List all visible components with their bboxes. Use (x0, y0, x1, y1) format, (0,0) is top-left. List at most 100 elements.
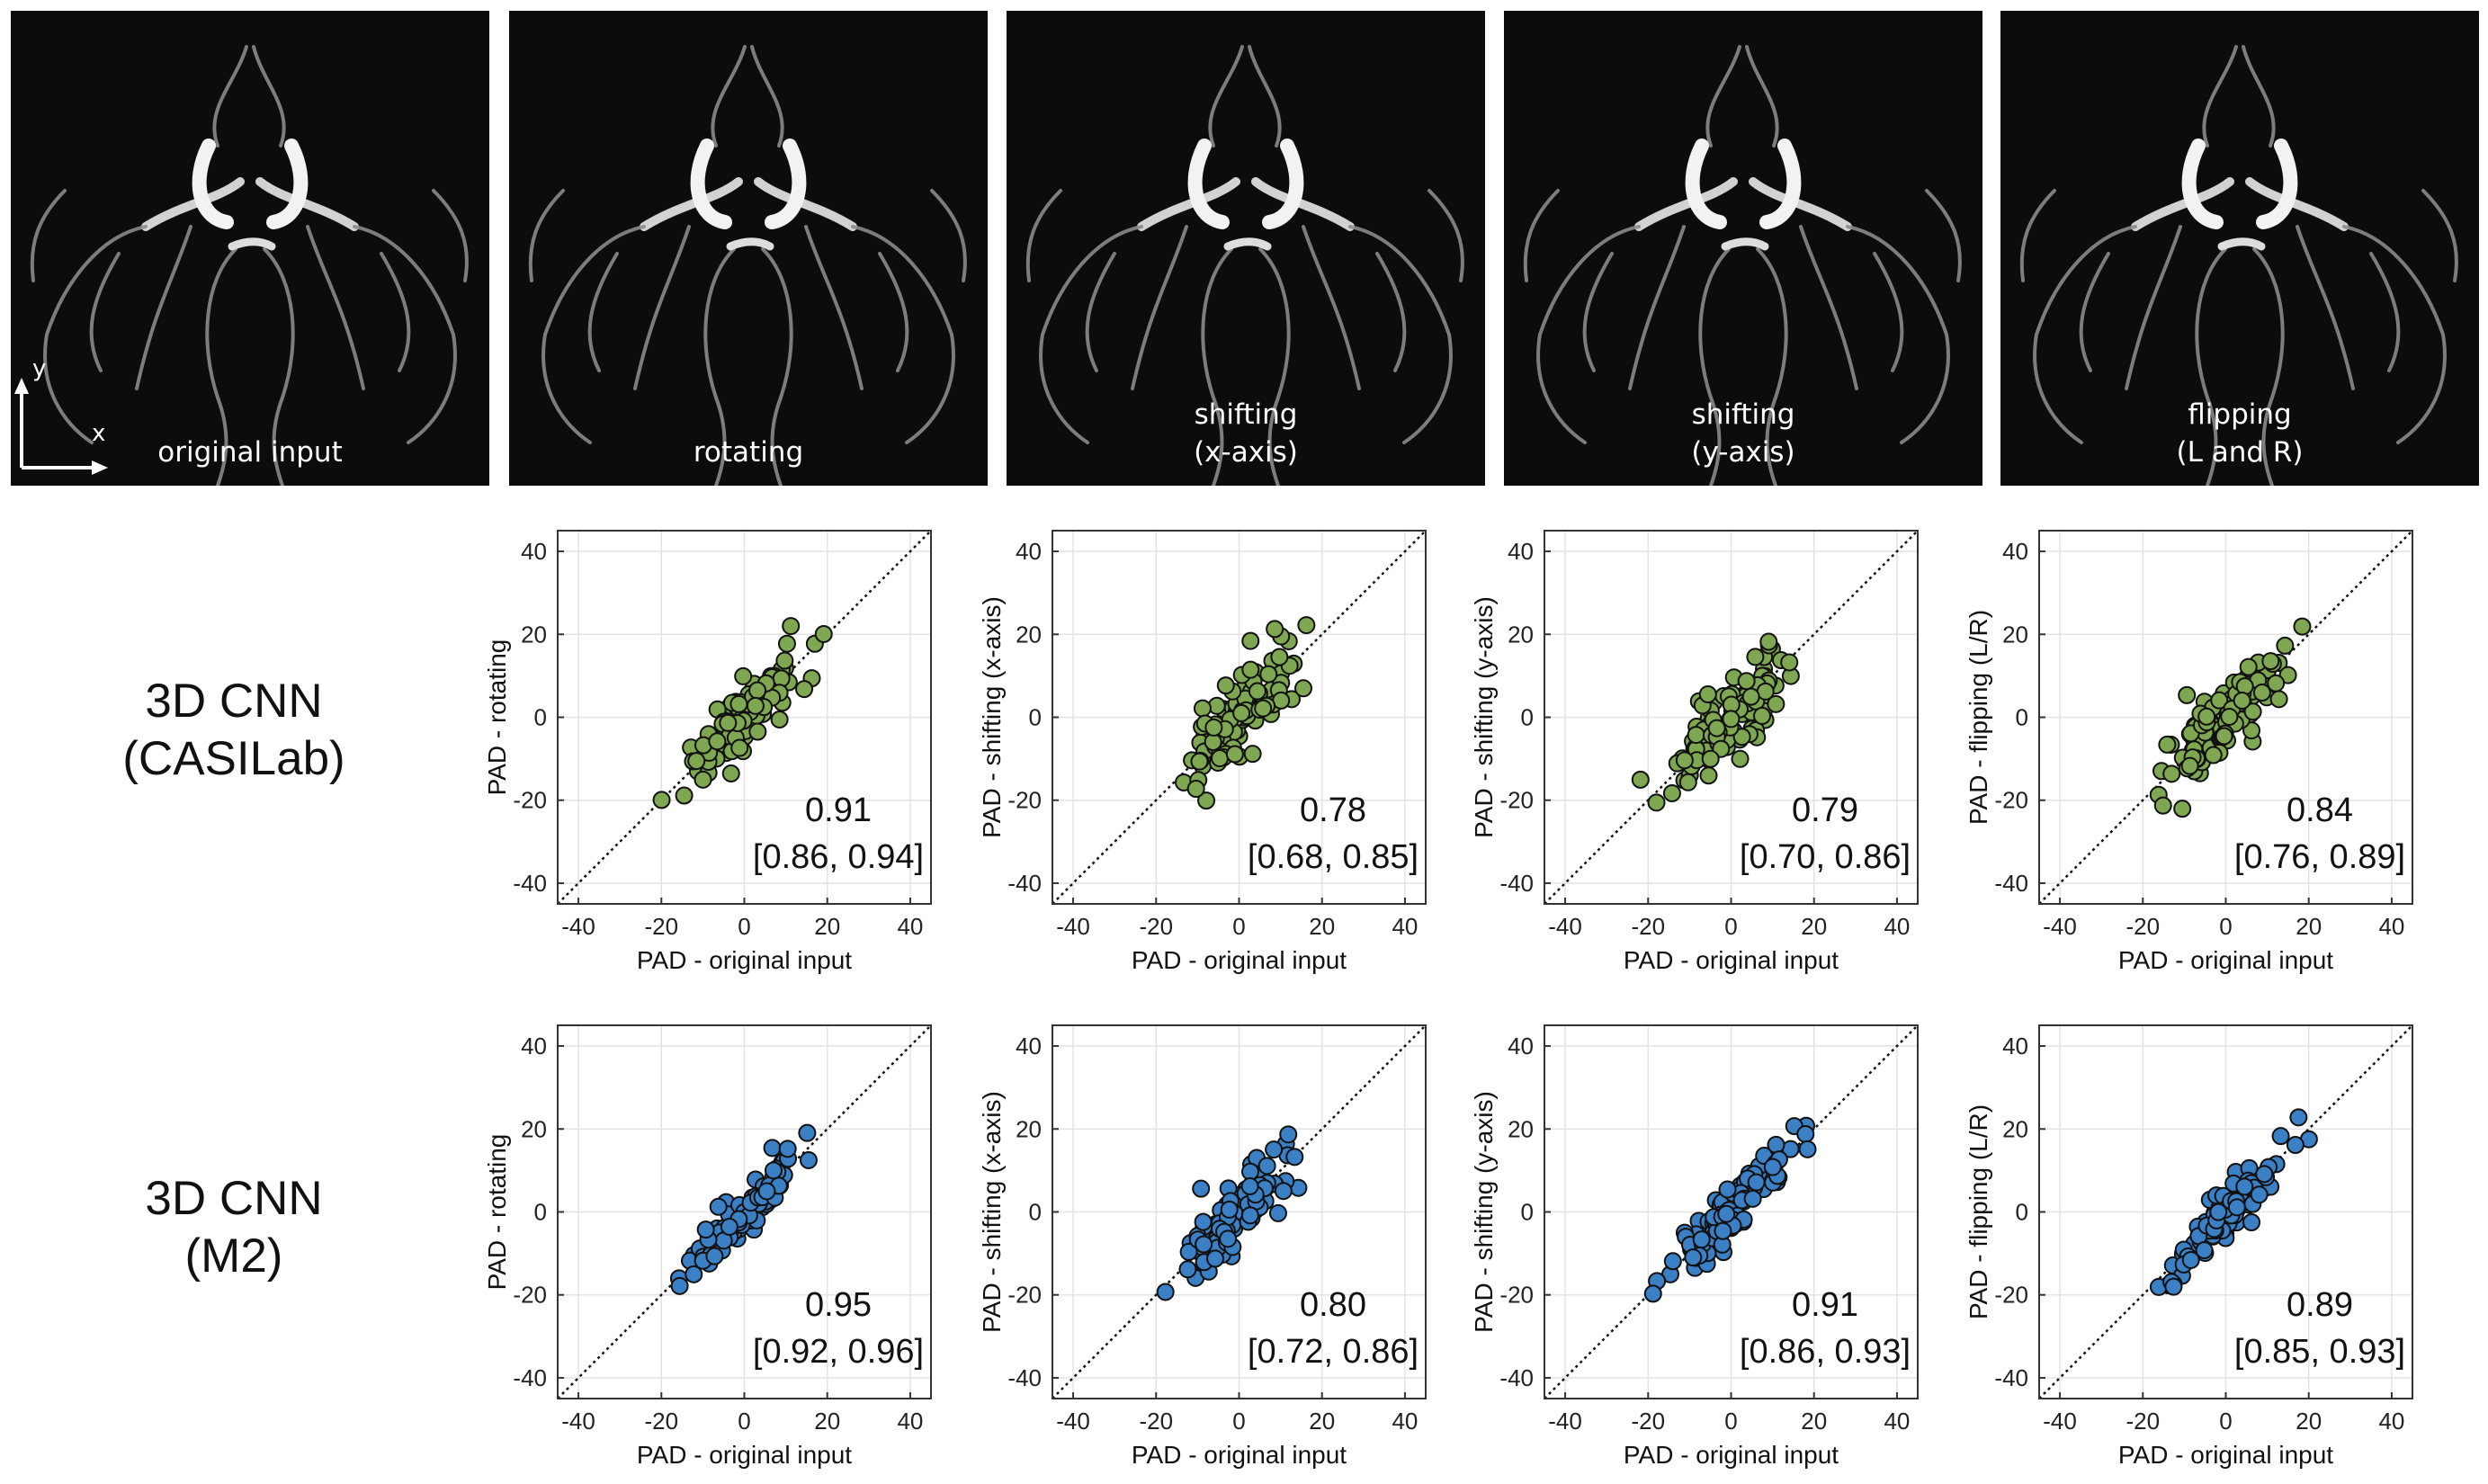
correlation-value: 0.78 (1300, 791, 1366, 829)
y-tick-label: -20 (1007, 1282, 1042, 1309)
data-point (1631, 770, 1650, 789)
x-tick-label: 20 (814, 913, 840, 940)
x-tick-label: 20 (2296, 913, 2322, 940)
axis-x-label: x (92, 420, 105, 447)
data-point (1220, 1200, 1239, 1219)
x-tick-label: -20 (1139, 913, 1173, 940)
y-tick-label: 40 (1508, 1033, 1534, 1059)
confidence-interval: [0.92, 0.96] (753, 1333, 924, 1371)
row-label-line2: (M2) (184, 1229, 283, 1283)
data-point (1178, 1260, 1197, 1279)
confidence-interval: [0.76, 0.89] (2234, 838, 2405, 876)
data-point (1707, 719, 1726, 738)
y-axis-label: PAD - shifting (y-axis) (1470, 596, 1498, 838)
scatter-plot-m2-rotating: -40 -20 0 20 40 -40 -20 0 20 40 PAD - original inp… (483, 1024, 932, 1469)
scatter-plot-casilab-rotating: -40 -20 0 20 40 -40 -20 0 20 40 PAD - original inp… (483, 530, 932, 974)
data-point (2164, 1277, 2183, 1296)
data-point (1699, 766, 1718, 785)
data-point (685, 1265, 703, 1283)
data-point (2293, 617, 2312, 636)
data-point (1780, 653, 1799, 672)
panel-label: shifting (x-axis) (1194, 398, 1298, 469)
data-point (1266, 620, 1284, 639)
mra-image (528, 45, 967, 486)
data-point (1248, 682, 1266, 701)
data-point (1737, 672, 1756, 691)
data-point (2242, 1212, 2261, 1231)
y-tick-label: -20 (1994, 1282, 2028, 1309)
x-tick-label: 0 (1724, 913, 1737, 940)
data-point (670, 1276, 689, 1295)
y-tick-label: -40 (1499, 1364, 1534, 1391)
x-axis-label: PAD - original input (1132, 946, 1347, 974)
data-point (2286, 1136, 2305, 1155)
data-point (1763, 1158, 1782, 1176)
data-point (1265, 1140, 1284, 1159)
y-tick-label: 0 (534, 704, 547, 731)
mra-panel-rotating: rotating (509, 11, 988, 486)
y-tick-label: 40 (2002, 1033, 2028, 1059)
data-point (1687, 726, 1705, 745)
data-point (730, 738, 749, 757)
data-point (720, 1217, 738, 1236)
y-tick-label: -40 (1007, 1364, 1042, 1391)
data-point (696, 1220, 715, 1239)
data-point (1216, 676, 1235, 695)
data-point (2181, 1250, 2200, 1269)
axis-y-label: y (32, 355, 46, 382)
mra-panel-shift-y: shifting (y-axis) (1504, 11, 1982, 486)
data-point (1194, 1212, 1213, 1231)
data-point (770, 710, 789, 729)
confidence-interval: [0.70, 0.86] (1740, 838, 1911, 876)
x-axis-label: PAD - original input (1624, 946, 1839, 974)
x-tick-label: 20 (1801, 913, 1827, 940)
scatter-plot-m2-shift-x: -40 -20 0 20 40 -40 -20 0 20 40 PAD - original inp… (978, 1024, 1427, 1469)
row-label-casilab: 3D CNN (CASILab) (54, 673, 414, 788)
data-point (1701, 749, 1720, 768)
y-tick-label: -40 (1994, 870, 2028, 897)
confidence-interval: [0.68, 0.85] (1248, 838, 1419, 876)
data-point (1211, 749, 1230, 768)
y-tick-label: -20 (1499, 787, 1534, 814)
x-tick-label: -40 (561, 1408, 595, 1435)
row-label-line1: 3D CNN (145, 675, 323, 728)
data-point (2173, 800, 2192, 818)
data-point (2180, 756, 2199, 775)
scatter-plot-m2-shift-y: -40 -20 0 20 40 -40 -20 0 20 40 PAD - original inp… (1470, 1024, 1919, 1469)
x-tick-label: -40 (1548, 913, 1582, 940)
x-tick-label: -40 (2043, 1408, 2077, 1435)
y-tick-label: 40 (2002, 538, 2028, 565)
mra-panel-shift-x: shifting (x-axis) (1007, 11, 1485, 486)
data-point (1741, 687, 1760, 706)
x-axis-label: PAD - original input (2118, 946, 2333, 974)
mra-panel-flip: flipping (L and R) (2000, 11, 2479, 486)
confidence-interval: [0.86, 0.94] (753, 838, 924, 876)
data-point (1190, 752, 1209, 771)
data-point (1732, 728, 1751, 746)
data-point (782, 617, 801, 636)
y-tick-label: 20 (1016, 1115, 1042, 1142)
data-point (1663, 1252, 1682, 1271)
data-point (1759, 632, 1778, 651)
x-tick-label: 40 (897, 913, 923, 940)
data-point (746, 696, 765, 715)
data-point (1193, 699, 1212, 718)
x-tick-label: -20 (2126, 913, 2160, 940)
x-tick-label: 0 (1232, 913, 1245, 940)
data-point (757, 1182, 776, 1201)
x-tick-label: -40 (561, 913, 595, 940)
y-tick-label: 0 (2016, 704, 2028, 731)
scatter-plot-casilab-shift-x: -40 -20 0 20 40 -40 -20 0 20 40 PAD - original inp… (978, 530, 1427, 974)
data-point (1798, 1140, 1817, 1158)
data-point (719, 713, 738, 732)
x-tick-label: 0 (738, 913, 750, 940)
data-point (764, 1161, 783, 1180)
data-point (2243, 702, 2262, 721)
data-point (1698, 684, 1717, 703)
data-point (1684, 1248, 1703, 1267)
data-point (778, 1140, 797, 1158)
y-axis-label: PAD - rotating (483, 1134, 511, 1291)
x-tick-label: -40 (1056, 913, 1090, 940)
data-point (1195, 1235, 1213, 1254)
data-point (1192, 1179, 1211, 1198)
